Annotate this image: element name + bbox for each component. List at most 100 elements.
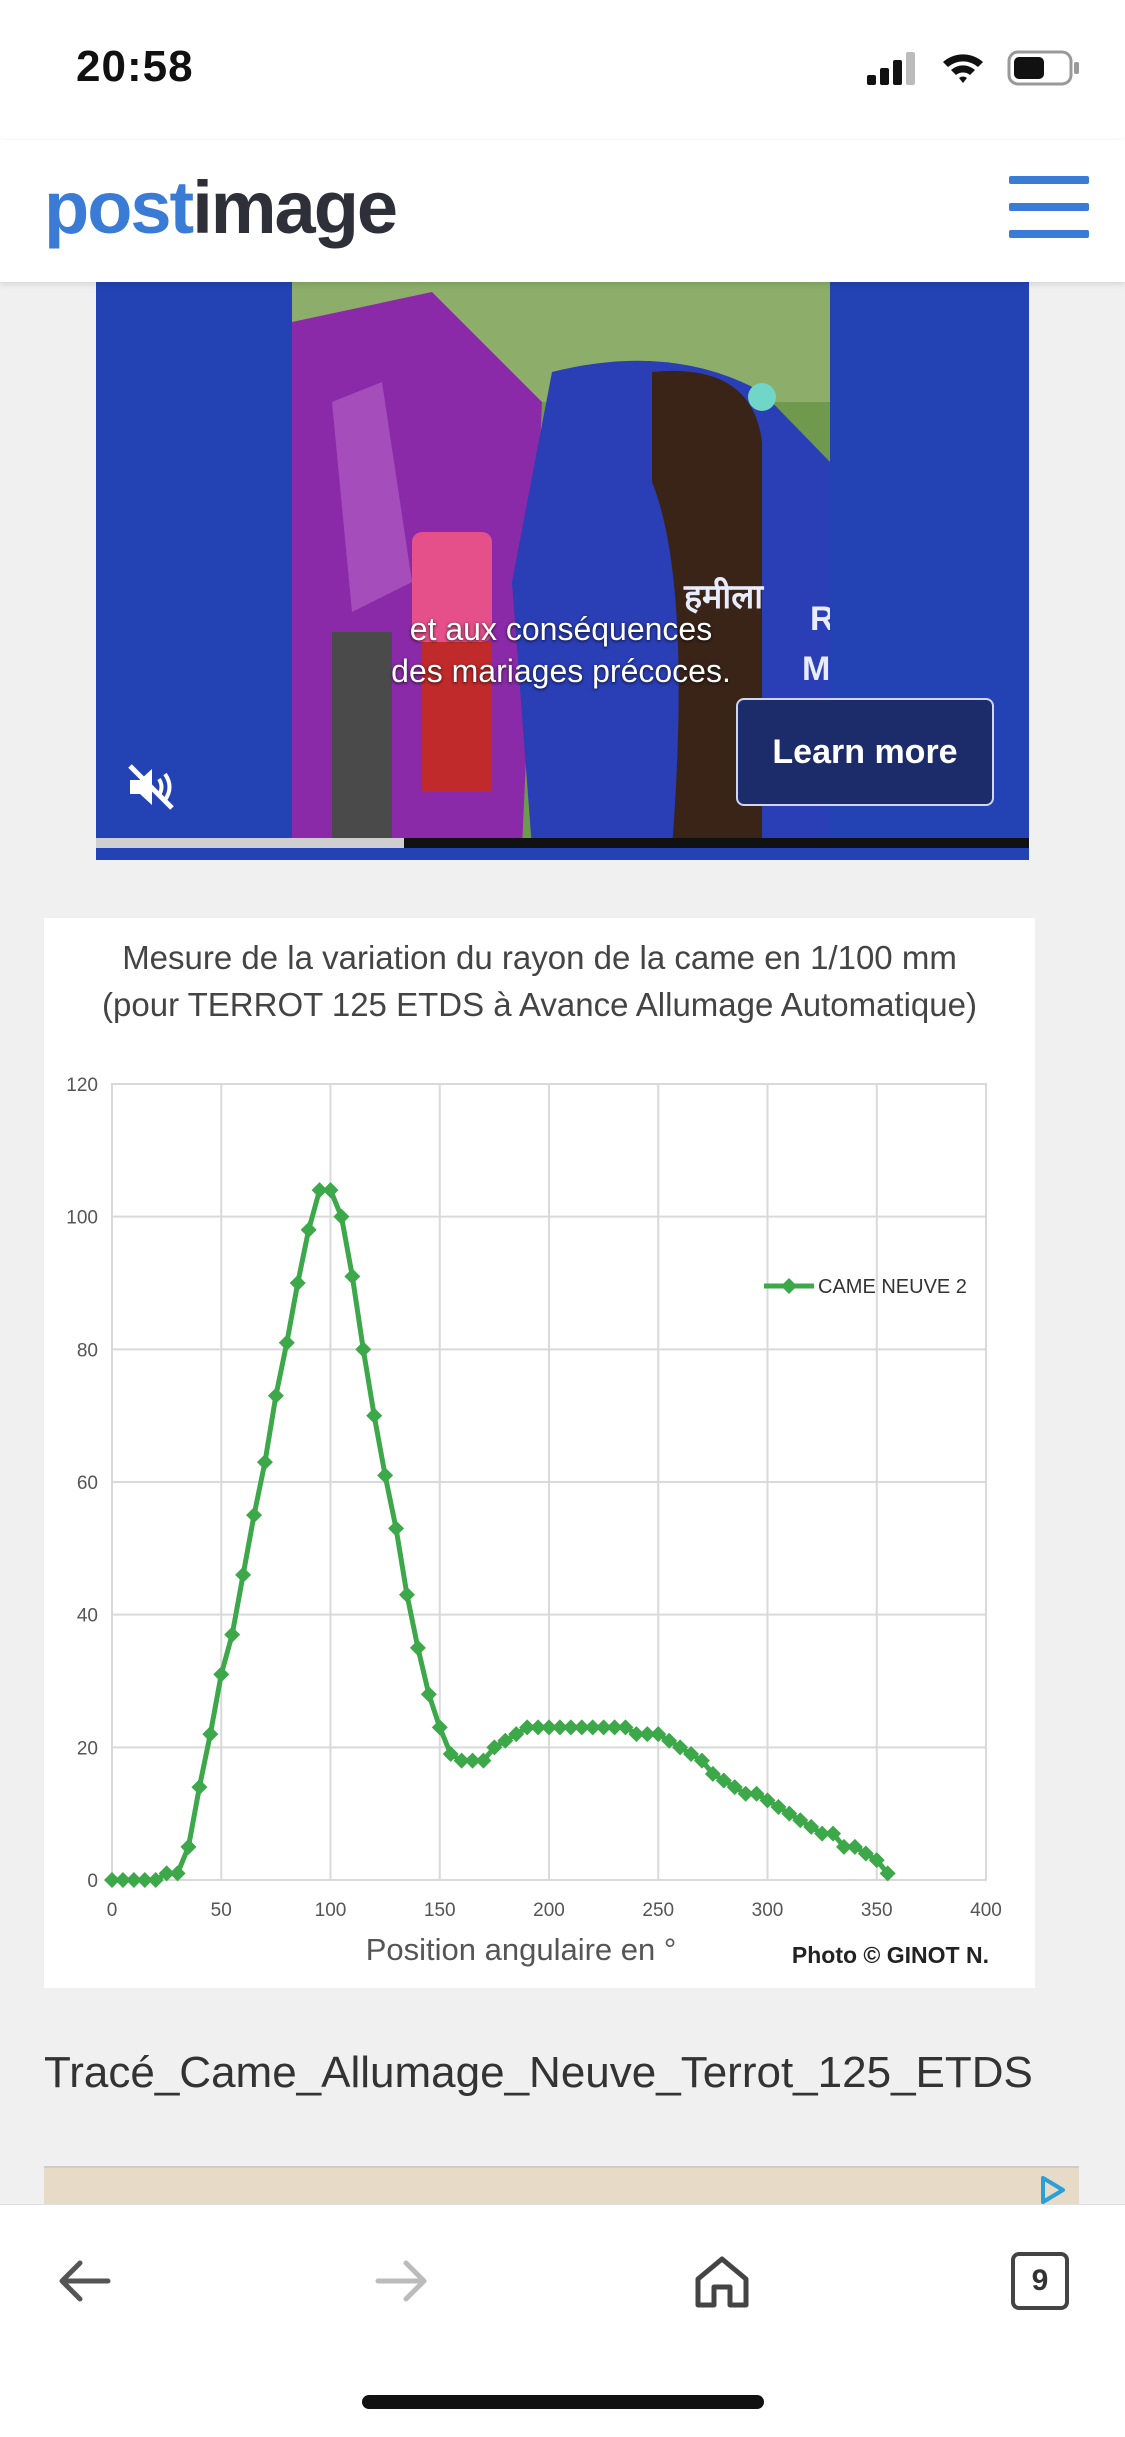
- data-point: [814, 1825, 831, 1842]
- browser-toolbar: 9: [0, 2204, 1125, 2437]
- y-tick-label: 80: [77, 1340, 98, 1361]
- data-point: [759, 1792, 776, 1809]
- data-point: [704, 1765, 721, 1782]
- tabs-count: 9: [1011, 2252, 1069, 2310]
- data-point: [693, 1752, 710, 1769]
- data-point: [125, 1872, 142, 1888]
- postimage-logo[interactable]: postimage: [44, 166, 398, 249]
- data-point: [213, 1666, 230, 1683]
- home-indicator: [362, 2395, 764, 2409]
- x-tick-label: 0: [107, 1900, 118, 1921]
- status-bar: 20:58: [0, 0, 1125, 140]
- mute-icon[interactable]: [124, 760, 178, 814]
- forward-arrow-icon[interactable]: [362, 2241, 442, 2321]
- data-point: [420, 1686, 437, 1703]
- data-point: [475, 1752, 492, 1769]
- data-point: [104, 1872, 120, 1888]
- line-chart: 0 20 40 60 80 100 120 0 50 100 150 200 250 300 350 400 P…: [66, 1075, 1002, 1967]
- data-point: [431, 1719, 448, 1736]
- video-ad[interactable]: हमीला R Ma et aux conséquences des maria…: [96, 282, 1029, 860]
- data-point: [835, 1838, 852, 1855]
- data-point: [562, 1719, 579, 1736]
- home-icon[interactable]: [682, 2241, 762, 2321]
- y-tick-label: 120: [66, 1075, 98, 1096]
- learn-more-button[interactable]: Learn more: [736, 698, 994, 806]
- data-point: [650, 1726, 667, 1743]
- tabs-button[interactable]: 9: [1000, 2241, 1080, 2321]
- video-overlay-text-1: हमीला: [684, 578, 764, 616]
- data-point: [158, 1865, 175, 1882]
- legend-label: CAME NEUVE 2: [818, 1276, 967, 1298]
- photo-credit: Photo © GINOT N.: [791, 1942, 989, 1968]
- data-point: [246, 1507, 263, 1524]
- status-icons: [867, 48, 1081, 88]
- video-overlay-text-3: Ma: [802, 650, 830, 688]
- data-point: [322, 1182, 339, 1199]
- chart-title-line-2: (pour TERROT 125 ETDS à Avance Allumage …: [102, 986, 977, 1023]
- adchoices-icon[interactable]: [1033, 2172, 1073, 2208]
- data-point: [442, 1745, 459, 1762]
- logo-post-text: post: [44, 166, 194, 249]
- data-point: [311, 1182, 328, 1199]
- chart-title: Mesure de la variation du rayon de la ca…: [44, 934, 1035, 1028]
- video-caption-line-1: et aux conséquences: [409, 611, 713, 647]
- data-point: [486, 1739, 503, 1756]
- data-point: [683, 1745, 700, 1762]
- data-point: [661, 1732, 678, 1749]
- video-progress-bar[interactable]: [96, 838, 1029, 848]
- x-tick-label: 350: [861, 1900, 893, 1921]
- bottom-ad-banner[interactable]: [44, 2166, 1079, 2208]
- data-point: [453, 1752, 470, 1769]
- legend-marker: [781, 1278, 797, 1294]
- battery-icon: [1007, 50, 1079, 86]
- x-tick-label: 150: [424, 1900, 456, 1921]
- data-point: [584, 1719, 601, 1736]
- y-tick-label: 100: [66, 1208, 98, 1229]
- data-point: [770, 1799, 787, 1816]
- data-point: [289, 1275, 306, 1291]
- data-point: [344, 1268, 361, 1285]
- video-scene-image: [292, 282, 830, 848]
- x-axis-label: Position angulaire en °: [366, 1932, 677, 1967]
- wifi-icon: [943, 54, 983, 83]
- data-point: [573, 1719, 590, 1736]
- data-point: [267, 1387, 284, 1404]
- data-point: [748, 1785, 765, 1802]
- data-point: [846, 1838, 863, 1855]
- status-time: 20:58: [76, 42, 194, 91]
- y-tick-label: 40: [77, 1606, 98, 1627]
- data-point: [235, 1566, 252, 1583]
- hamburger-menu-icon[interactable]: [1009, 176, 1089, 240]
- series-line: [112, 1187, 890, 1883]
- data-point: [857, 1845, 874, 1862]
- data-point: [628, 1726, 645, 1743]
- data-point: [464, 1752, 481, 1769]
- data-point: [530, 1719, 547, 1736]
- data-point: [366, 1407, 383, 1424]
- video-frame[interactable]: हमीला R Ma et aux conséquences des maria…: [292, 282, 830, 848]
- data-point: [147, 1872, 164, 1888]
- data-point: [868, 1852, 885, 1869]
- data-point: [278, 1334, 295, 1351]
- chart-title-line-1: Mesure de la variation du rayon de la ca…: [122, 939, 957, 976]
- data-point: [792, 1812, 809, 1829]
- data-point: [224, 1626, 241, 1643]
- x-tick-label: 250: [642, 1900, 674, 1921]
- data-point: [169, 1865, 186, 1882]
- x-tick-label: 400: [970, 1900, 1002, 1921]
- data-point: [541, 1719, 557, 1736]
- data-point: [879, 1865, 896, 1882]
- x-tick-label: 300: [752, 1900, 784, 1921]
- video-progress-fill: [96, 838, 404, 848]
- chart-image[interactable]: Mesure de la variation du rayon de la ca…: [44, 918, 1035, 1988]
- data-point: [606, 1719, 623, 1736]
- video-overlay-text-2: R: [810, 600, 830, 638]
- data-point: [715, 1772, 732, 1789]
- x-tick-label: 50: [211, 1900, 232, 1921]
- y-tick-label: 0: [87, 1871, 98, 1892]
- data-point: [781, 1805, 798, 1822]
- back-arrow-icon[interactable]: [44, 2241, 124, 2321]
- y-tick-label: 20: [77, 1738, 98, 1759]
- data-point: [409, 1639, 426, 1656]
- data-point: [803, 1818, 820, 1835]
